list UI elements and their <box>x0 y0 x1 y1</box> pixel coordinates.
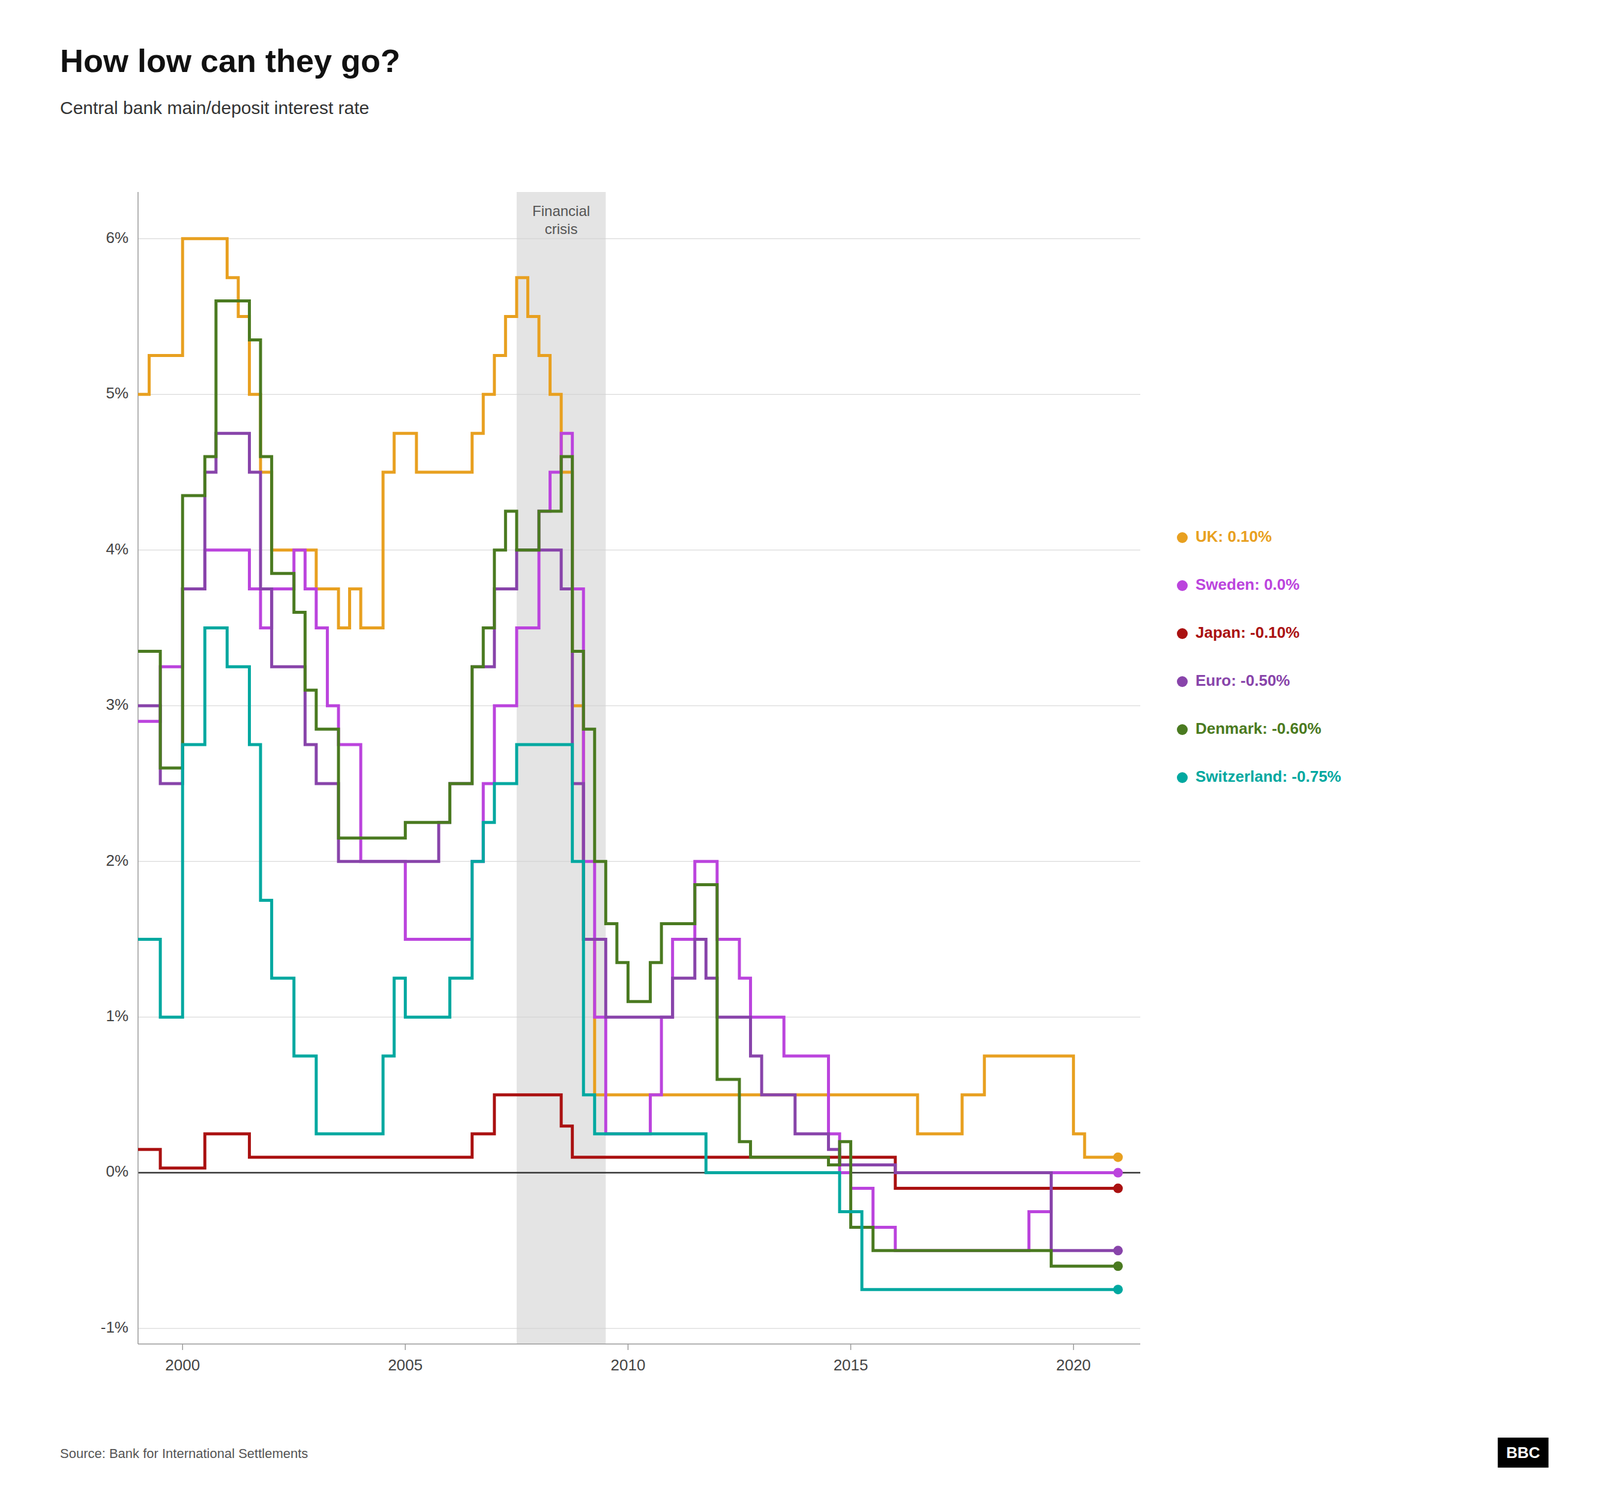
legend-entry: Sweden: 0.0% <box>1195 575 1300 594</box>
x-tick-label: 2020 <box>1056 1356 1092 1375</box>
end-dots <box>1113 1152 1123 1296</box>
end-dot <box>1113 1284 1123 1295</box>
y-tick-label: 2% <box>105 851 129 870</box>
source: Source: Bank for International Settlemen… <box>60 1446 308 1462</box>
y-axis-line <box>137 192 139 1345</box>
grid-line <box>138 705 1141 707</box>
shaded-span-group <box>516 192 606 1345</box>
series-line <box>138 238 1119 1158</box>
y-tick-label: -1% <box>100 1318 129 1337</box>
series-line <box>138 301 1119 1267</box>
x-axis-line <box>138 1343 1141 1345</box>
legend-swatch <box>1176 628 1188 640</box>
background <box>0 0 1600 1500</box>
x-tick-label: 2010 <box>610 1356 646 1375</box>
legend-entry: UK: 0.10% <box>1195 527 1272 546</box>
y-tick-label: 0% <box>105 1162 129 1181</box>
crisis-shading <box>516 192 606 1345</box>
grid-line <box>138 238 1141 239</box>
legend-swatch <box>1176 532 1188 544</box>
crisis-label: Financialcrisis <box>532 202 590 238</box>
legend-entry: Denmark: -0.60% <box>1195 719 1322 738</box>
grid-line <box>138 394 1141 395</box>
y-tick-label: 1% <box>105 1007 129 1026</box>
y-tick-label: 4% <box>105 540 129 559</box>
legend-entry: Switzerland: -0.75% <box>1195 767 1342 786</box>
x-tick <box>1073 1344 1075 1351</box>
series-line <box>138 433 1119 1251</box>
grid-line <box>138 861 1141 862</box>
x-tick <box>627 1344 629 1351</box>
title: How low can they go? <box>60 42 401 79</box>
end-dot <box>1113 1261 1123 1272</box>
y-tick-label: 6% <box>105 228 129 247</box>
grid <box>138 238 1141 1329</box>
legend-entry: Euro: -0.50% <box>1195 671 1291 690</box>
series-line <box>138 1095 1119 1189</box>
chart: How low can they go? Central bank main/de… <box>0 0 1600 1500</box>
logo-text: BBC <box>1506 1443 1541 1462</box>
y-tick-label: 3% <box>105 695 129 714</box>
x-tick <box>405 1344 407 1351</box>
legend-swatch <box>1176 772 1188 784</box>
series-line <box>138 433 1119 1251</box>
end-dot <box>1113 1152 1123 1163</box>
series-group <box>138 238 1119 1290</box>
legend-entry: Japan: -0.10% <box>1195 623 1300 642</box>
end-dot <box>1113 1168 1123 1179</box>
x-tick-label: 2000 <box>165 1356 200 1375</box>
x-tick-label: 2015 <box>833 1356 869 1375</box>
legend-swatch <box>1176 580 1188 592</box>
legend-swatch <box>1176 676 1188 688</box>
x-tick <box>850 1344 852 1351</box>
logo: BBC <box>1497 1437 1549 1468</box>
x-tick-label: 2005 <box>387 1356 423 1375</box>
subtitle: Central bank main/deposit interest rate <box>60 97 370 118</box>
y-tick-label: 5% <box>105 384 129 403</box>
end-dot <box>1113 1245 1123 1256</box>
series-line <box>138 627 1119 1290</box>
x-tick <box>181 1344 184 1351</box>
end-dot <box>1113 1184 1123 1194</box>
legend-swatch <box>1176 724 1188 736</box>
grid-line <box>138 1328 1141 1330</box>
logo-box <box>1497 1437 1549 1468</box>
